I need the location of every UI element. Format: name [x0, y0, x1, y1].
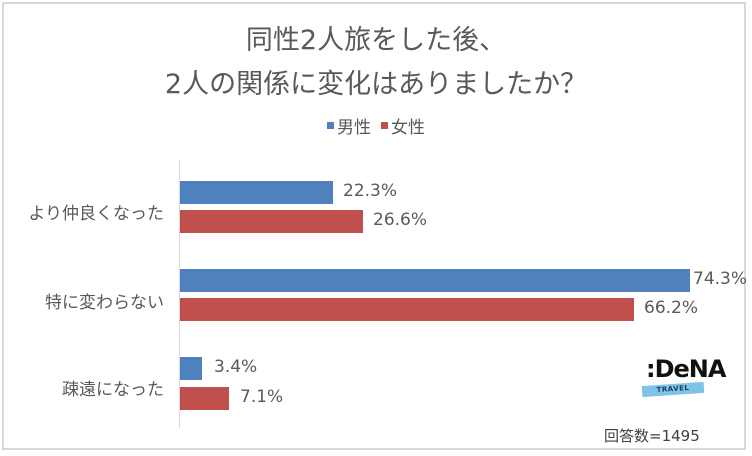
value-female-unchanged: 66.2% — [644, 298, 699, 318]
legend-swatch-female — [381, 122, 388, 129]
value-male-unchanged: 74.3% — [693, 269, 748, 289]
legend-swatch-male — [327, 122, 334, 129]
value-male-closer: 22.3% — [343, 181, 398, 201]
legend-label-female: 女性 — [391, 118, 425, 138]
logo-sub-text: TRAVEL — [641, 381, 705, 398]
category-axis — [179, 160, 180, 428]
category-label-distant: 疎遠になった — [62, 380, 164, 400]
legend: 男性 女性 — [0, 113, 752, 138]
legend-item-female: 女性 — [381, 113, 425, 138]
logo-main-text: :DeNA — [646, 355, 726, 383]
bar-male-closer — [180, 181, 333, 204]
chart-frame — [2, 2, 746, 450]
chart-title-line-1: 同性2人旅をした後、 — [245, 25, 507, 56]
bar-male-distant — [180, 357, 202, 380]
legend-item-male: 男性 — [327, 113, 371, 138]
chart-title-line-2: 2人の関係に変化はありましたか？ — [164, 69, 588, 100]
value-male-distant: 3.4% — [214, 357, 258, 377]
bar-male-unchanged — [180, 269, 690, 292]
category-label-unchanged: 特に変わらない — [45, 293, 164, 313]
dena-travel-logo: :DeNA TRAVEL — [640, 355, 726, 405]
legend-label-male: 男性 — [337, 118, 371, 138]
category-label-closer: より仲良くなった — [28, 204, 164, 224]
respondent-count: 回答数=1495 — [604, 427, 700, 445]
bar-female-closer — [180, 210, 363, 233]
value-female-distant: 7.1% — [240, 387, 284, 407]
value-female-closer: 26.6% — [373, 210, 428, 230]
bar-female-distant — [180, 387, 229, 410]
bar-female-unchanged — [180, 298, 634, 321]
